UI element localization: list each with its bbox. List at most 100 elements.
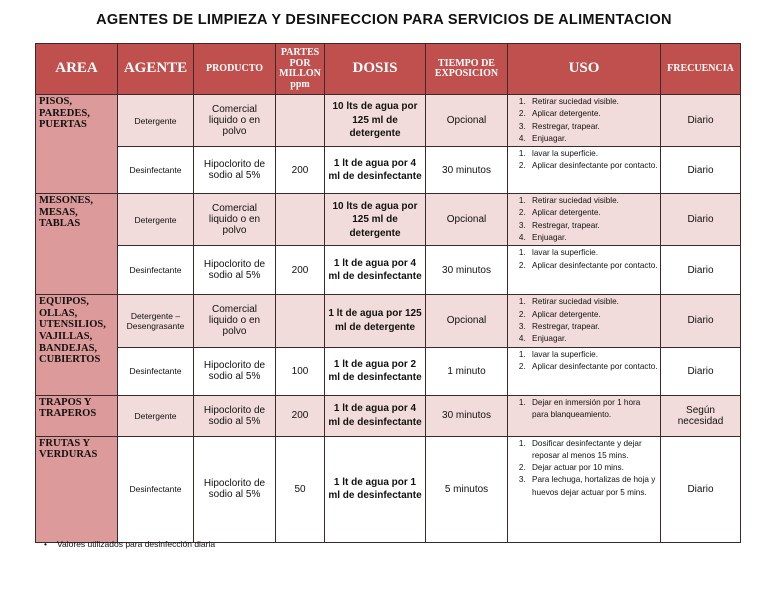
agente-cell: Detergente [117, 193, 194, 247]
ppm-cell [275, 294, 325, 348]
uso-cell: Retirar suciedad visible.Aplicar deterge… [507, 294, 661, 348]
table-row: Desinfectante Hipoclorito de sodio al 5% 1… [36, 346, 741, 396]
header-cell: PARTES POR MILLON ppm [275, 43, 325, 95]
table-row: Desinfectante Hipoclorito de sodio al 5% 2… [36, 245, 741, 296]
tiempo-cell: 30 minutos [425, 146, 508, 195]
agente-cell: Desinfectante [117, 346, 194, 396]
bullet: • [44, 539, 47, 549]
uso-cell: Retirar suciedad visible.Aplicar deterge… [507, 193, 661, 247]
table-body: PISOS, PAREDES, PUERTAS Detergente Comerci… [35, 93, 741, 543]
uso-item: Aplicar detergente. [528, 309, 658, 321]
uso-list: lavar la superficie.Aplicar desinfectant… [510, 148, 658, 173]
dosis-cell: 10 lts de agua por 125 ml de detergente [324, 93, 426, 148]
area-cell: FRUTAS Y VERDURAS [35, 435, 118, 543]
frecuencia-cell: Diario [660, 93, 741, 148]
frecuencia-cell: Diario [660, 245, 741, 296]
dosis-cell: 1 lt de agua por 2 ml de desinfectante [324, 346, 426, 396]
uso-item: Restregar, trapear. [528, 121, 658, 133]
agente-cell: Detergente [117, 394, 194, 437]
frecuencia-cell: Diario [660, 146, 741, 195]
header-cell: PRODUCTO [193, 43, 276, 95]
dosis-cell: 1 lt de agua por 1 ml de desinfectante [324, 435, 426, 543]
header-cell: AREA [35, 43, 118, 95]
header-cell: TIEMPO DE EXPOSICION [425, 43, 508, 95]
uso-item: Retirar suciedad visible. [528, 96, 658, 108]
ppm-cell: 100 [275, 346, 325, 396]
agente-cell: Desinfectante [117, 435, 194, 543]
header-cell: AGENTE [117, 43, 194, 95]
dosis-cell: 1 lt de agua por 125 ml de detergente [324, 294, 426, 348]
uso-item: Aplicar detergente. [528, 207, 658, 219]
tiempo-cell: Opcional [425, 93, 508, 148]
table-row: MESONES, MESAS, TABLAS Detergente Comercia… [35, 193, 741, 296]
dosis-cell: 1 lt de agua por 4 ml de desinfectante [324, 394, 426, 437]
title: AGENTES DE LIMPIEZA Y DESINFECCION PARA … [96, 12, 672, 28]
uso-item: lavar la superficie. [528, 349, 658, 361]
uso-cell: lavar la superficie.Aplicar desinfectant… [507, 245, 661, 296]
agente-cell: Desinfectante [117, 146, 194, 195]
uso-item: Para lechuga, hortalizas de hoja y huevo… [528, 474, 658, 499]
uso-cell: lavar la superficie.Aplicar desinfectant… [507, 346, 661, 396]
header-cell: DOSIS [324, 43, 426, 95]
frecuencia-cell: Diario [660, 294, 741, 348]
table-row: EQUIPOS, OLLAS, UTENSILIOS, VAJILLAS, BA… [35, 294, 741, 396]
uso-item: Dejar actuar por 10 mins. [528, 462, 658, 474]
uso-item: Aplicar desinfectante por contacto. [528, 260, 658, 272]
uso-cell: Retirar suciedad visible.Aplicar deterge… [507, 93, 661, 148]
uso-list: lavar la superficie.Aplicar desinfectant… [510, 247, 658, 272]
table: AREA AGENTE PRODUCTO PARTES POR MILLON ppm D… [35, 43, 741, 543]
uso-list: Retirar suciedad visible.Aplicar deterge… [510, 96, 658, 145]
uso-item: Aplicar detergente. [528, 108, 658, 120]
uso-item: Dejar en inmersión por 1 hora para blanq… [528, 397, 658, 422]
tiempo-cell: Opcional [425, 294, 508, 348]
tiempo-cell: 1 minuto [425, 346, 508, 396]
producto-cell: Comercial liquido o en polvo [193, 193, 276, 247]
footnote: • Valores utilizados para desinfección di… [44, 539, 215, 549]
area-cell: MESONES, MESAS, TABLAS [35, 193, 118, 296]
uso-item: Aplicar desinfectante por contacto. [528, 361, 658, 373]
uso-item: Retirar suciedad visible. [528, 296, 658, 308]
ppm-cell: 200 [275, 146, 325, 195]
header-cell: FRECUENCIA [660, 43, 741, 95]
uso-list: Dosificar desinfectante y dejar reposar … [510, 438, 658, 499]
uso-item: Aplicar desinfectante por contacto. [528, 160, 658, 172]
agente-cell: Detergente [117, 93, 194, 148]
tiempo-cell: 30 minutos [425, 245, 508, 296]
dosis-cell: 1 lt de agua por 4 ml de desinfectante [324, 245, 426, 296]
uso-cell: Dosificar desinfectante y dejar reposar … [507, 435, 661, 543]
ppm-cell [275, 93, 325, 148]
table-row: FRUTAS Y VERDURAS Desinfectante Hipoclorit… [35, 435, 741, 543]
uso-item: lavar la superficie. [528, 247, 658, 259]
producto-cell: Hipoclorito de sodio al 5% [193, 146, 276, 195]
uso-item: Enjuagar. [528, 133, 658, 145]
area-cell: EQUIPOS, OLLAS, UTENSILIOS, VAJILLAS, BA… [35, 294, 118, 396]
ppm-cell: 200 [275, 394, 325, 437]
frecuencia-cell: Diario [660, 193, 741, 247]
dosis-cell: 10 lts de agua por 125 ml de detergente [324, 193, 426, 247]
agente-cell: Desinfectante [117, 245, 194, 296]
producto-cell: Hipoclorito de sodio al 5% [193, 346, 276, 396]
uso-list: lavar la superficie.Aplicar desinfectant… [510, 349, 658, 374]
uso-item: Retirar suciedad visible. [528, 195, 658, 207]
uso-list: Retirar suciedad visible.Aplicar deterge… [510, 195, 658, 244]
ppm-cell: 200 [275, 245, 325, 296]
tiempo-cell: 30 minutos [425, 394, 508, 437]
uso-cell: Dejar en inmersión por 1 hora para blanq… [507, 394, 661, 437]
area-cell: TRAPOS Y TRAPEROS [35, 394, 118, 437]
frecuencia-cell: Según necesidad [660, 394, 741, 437]
uso-list: Retirar suciedad visible.Aplicar deterge… [510, 296, 658, 345]
producto-cell: Hipoclorito de sodio al 5% [193, 245, 276, 296]
table-row: TRAPOS Y TRAPEROS Detergente Hipoclorito d… [35, 394, 741, 437]
producto-cell: Hipoclorito de sodio al 5% [193, 435, 276, 543]
header-row: AREA AGENTE PRODUCTO PARTES POR MILLON ppm D… [35, 43, 741, 95]
uso-item: Enjuagar. [528, 333, 658, 345]
note-text: Valores utilizados para desinfección dia… [56, 539, 216, 549]
agente-cell: Detergente – Desengrasante [117, 294, 194, 348]
producto-cell: Hipoclorito de sodio al 5% [193, 394, 276, 437]
uso-list: Dejar en inmersión por 1 hora para blanq… [510, 397, 658, 422]
frecuencia-cell: Diario [660, 435, 741, 543]
tiempo-cell: Opcional [425, 193, 508, 247]
producto-cell: Comercial liquido o en polvo [193, 93, 276, 148]
uso-item: Restregar, trapear. [528, 220, 658, 232]
